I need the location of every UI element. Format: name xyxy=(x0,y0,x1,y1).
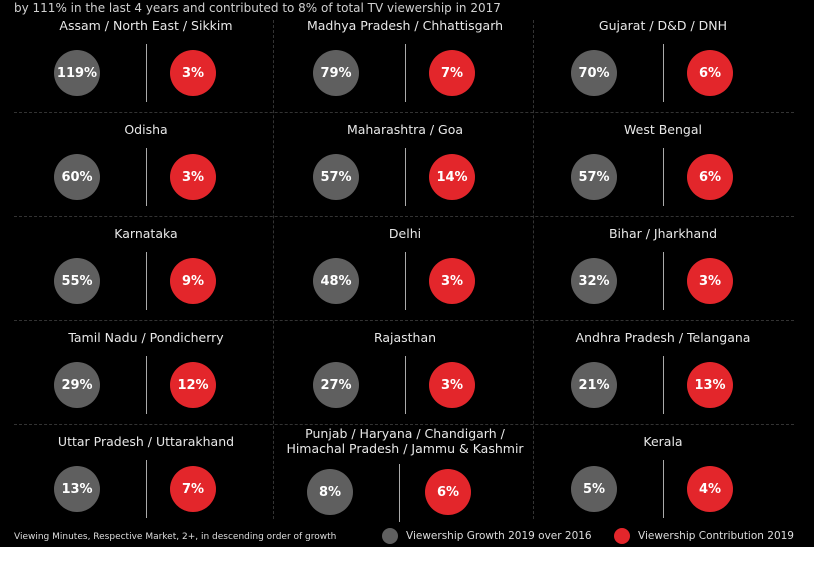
region-name: Uttar Pradesh / Uttarakhand xyxy=(57,434,235,449)
footnote: Viewing Minutes, Respective Market, 2+, … xyxy=(14,532,337,542)
contribution-circle: 3% xyxy=(170,50,216,96)
region-name: Assam / North East / Sikkim xyxy=(59,18,233,33)
growth-circle: 57% xyxy=(571,154,617,200)
region-cell: Tamil Nadu / Pondicherry 29% 12% xyxy=(16,320,276,424)
region-name: Punjab / Haryana / Chandigarh / Himachal… xyxy=(286,426,524,456)
region-name: Rajasthan xyxy=(373,330,437,345)
region-cell: Karnataka 55% 9% xyxy=(16,216,276,320)
row-divider xyxy=(14,424,794,425)
divider xyxy=(146,44,147,102)
region-cell: Rajasthan 27% 3% xyxy=(275,320,535,424)
region-cell: West Bengal 57% 6% xyxy=(533,112,793,216)
divider xyxy=(663,460,664,518)
contribution-circle: 13% xyxy=(687,362,733,408)
growth-circle: 119% xyxy=(54,50,100,96)
growth-circle: 70% xyxy=(571,50,617,96)
divider xyxy=(405,148,406,206)
region-cell: Delhi 48% 3% xyxy=(275,216,535,320)
contribution-circle: 7% xyxy=(429,50,475,96)
divider xyxy=(146,460,147,518)
divider xyxy=(146,148,147,206)
growth-circle: 32% xyxy=(571,258,617,304)
region-name: Bihar / Jharkhand xyxy=(608,226,717,241)
region-name: Kerala xyxy=(643,434,683,449)
region-name: Gujarat / D&D / DNH xyxy=(598,18,728,33)
growth-circle: 60% xyxy=(54,154,100,200)
contribution-circle: 3% xyxy=(429,362,475,408)
divider xyxy=(405,44,406,102)
contribution-circle: 7% xyxy=(170,466,216,512)
growth-circle: 79% xyxy=(313,50,359,96)
region-name: Delhi xyxy=(388,226,422,241)
column-divider xyxy=(273,20,274,519)
legend-contribution: Viewership Contribution 2019 xyxy=(614,528,794,544)
contribution-circle: 6% xyxy=(425,469,471,515)
region-cell: Maharashtra / Goa 57% 14% xyxy=(275,112,535,216)
column-divider xyxy=(533,20,534,519)
top-text: by 111% in the last 4 years and contribu… xyxy=(14,1,501,15)
growth-circle: 21% xyxy=(571,362,617,408)
divider xyxy=(405,252,406,310)
region-cell: Madhya Pradesh / Chhattisgarh 79% 7% xyxy=(275,8,535,112)
contribution-circle: 4% xyxy=(687,466,733,512)
growth-circle: 5% xyxy=(571,466,617,512)
growth-circle: 29% xyxy=(54,362,100,408)
contribution-circle: 3% xyxy=(429,258,475,304)
row-divider xyxy=(14,216,794,217)
growth-circle: 48% xyxy=(313,258,359,304)
divider xyxy=(146,356,147,414)
contribution-circle: 9% xyxy=(170,258,216,304)
region-cell: Uttar Pradesh / Uttarakhand 13% 7% xyxy=(16,424,276,528)
panel: by 111% in the last 4 years and contribu… xyxy=(0,0,814,547)
region-name: West Bengal xyxy=(624,122,702,137)
region-name: Madhya Pradesh / Chhattisgarh xyxy=(306,18,504,33)
row-divider xyxy=(14,112,794,113)
region-cell: Odisha 60% 3% xyxy=(16,112,276,216)
contribution-circle: 6% xyxy=(687,154,733,200)
region-name: Tamil Nadu / Pondicherry xyxy=(68,330,224,345)
region-name: Odisha xyxy=(124,122,168,137)
growth-circle: 57% xyxy=(313,154,359,200)
region-name: Andhra Pradesh / Telangana xyxy=(575,330,751,345)
divider xyxy=(663,356,664,414)
legend-red-dot xyxy=(614,528,630,544)
region-cell: Assam / North East / Sikkim 119% 3% xyxy=(16,8,276,112)
row-divider xyxy=(14,320,794,321)
legend-growth: Viewership Growth 2019 over 2016 xyxy=(382,528,592,544)
region-cell: Andhra Pradesh / Telangana 21% 13% xyxy=(533,320,793,424)
growth-circle: 8% xyxy=(307,469,353,515)
divider xyxy=(399,464,400,522)
divider xyxy=(663,252,664,310)
legend-gray-dot xyxy=(382,528,398,544)
divider xyxy=(146,252,147,310)
divider xyxy=(663,148,664,206)
divider xyxy=(663,44,664,102)
contribution-circle: 3% xyxy=(687,258,733,304)
region-cell: Gujarat / D&D / DNH 70% 6% xyxy=(533,8,793,112)
contribution-circle: 6% xyxy=(687,50,733,96)
growth-circle: 55% xyxy=(54,258,100,304)
region-cell: Kerala 5% 4% xyxy=(533,424,793,528)
contribution-circle: 14% xyxy=(429,154,475,200)
legend-label: Viewership Contribution 2019 xyxy=(638,530,794,542)
region-name: Karnataka xyxy=(114,226,178,241)
contribution-circle: 12% xyxy=(170,362,216,408)
growth-circle: 27% xyxy=(313,362,359,408)
contribution-circle: 3% xyxy=(170,154,216,200)
legend-label: Viewership Growth 2019 over 2016 xyxy=(406,530,592,542)
growth-circle: 13% xyxy=(54,466,100,512)
divider xyxy=(405,356,406,414)
region-cell: Punjab / Haryana / Chandigarh / Himachal… xyxy=(275,424,535,528)
region-name: Maharashtra / Goa xyxy=(346,122,464,137)
region-cell: Bihar / Jharkhand 32% 3% xyxy=(533,216,793,320)
